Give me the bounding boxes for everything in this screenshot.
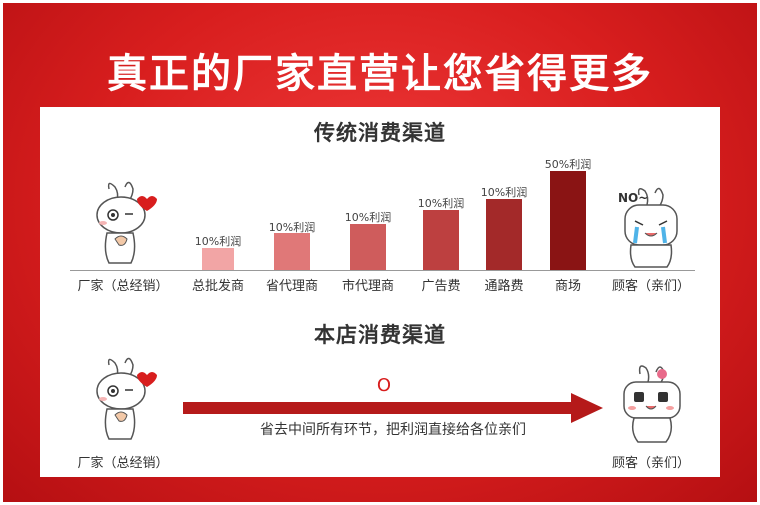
our-end-label: 顾客（亲们） [611, 456, 691, 471]
profit-label-wholesaler: 10%利润 [194, 235, 242, 248]
bar-mall [550, 171, 586, 270]
channel-comparison-panel: 传统消费渠道 NO~ [40, 107, 720, 477]
no-text: NO~ [618, 191, 649, 205]
bar-channel-fee [486, 199, 522, 270]
bar-category-mall: 商场 [554, 279, 582, 294]
chart-baseline [70, 270, 695, 271]
bar-category-advertising: 广告费 [421, 279, 461, 294]
rabbit-mascot-customer-happy-icon [623, 365, 681, 443]
bar-category-channel-fee: 通路费 [484, 279, 524, 294]
profit-label-province-agent: 10%利润 [268, 221, 316, 234]
traditional-end-label: 顾客（亲们） [611, 279, 691, 294]
headline: 真正的厂家直营让您省得更多 [107, 51, 653, 97]
bar-wholesaler [202, 248, 234, 270]
profit-label-mall: 50%利润 [544, 158, 592, 171]
rabbit-mascot-manufacturer-icon [96, 181, 157, 264]
profit-label-advertising: 10%利润 [417, 197, 465, 210]
rabbit-mascot-manufacturer-icon [96, 357, 157, 440]
bar-advertising [423, 210, 459, 270]
bar-category-wholesaler: 总批发商 [191, 279, 245, 294]
bar-province-agent [274, 233, 310, 270]
traditional-channel-title: 传统消费渠道 [314, 121, 446, 145]
zero-mark: O [376, 375, 392, 396]
bar-category-province-agent: 省代理商 [265, 279, 319, 294]
our-channel-title: 本店消费渠道 [314, 323, 446, 347]
profit-label-city-agent: 10%利润 [344, 211, 392, 224]
bar-category-city-agent: 市代理商 [341, 279, 395, 294]
profit-label-channel-fee: 10%利润 [480, 186, 528, 199]
direct-arrow-icon [183, 393, 603, 423]
rabbit-mascot-customer-crying-icon [624, 187, 678, 268]
traditional-start-label: 厂家（总经销） [77, 279, 169, 294]
our-start-label: 厂家（总经销） [77, 456, 169, 471]
bar-city-agent [350, 224, 386, 270]
arrow-caption: 省去中间所有环节，把利润直接给各位亲们 [260, 422, 526, 438]
